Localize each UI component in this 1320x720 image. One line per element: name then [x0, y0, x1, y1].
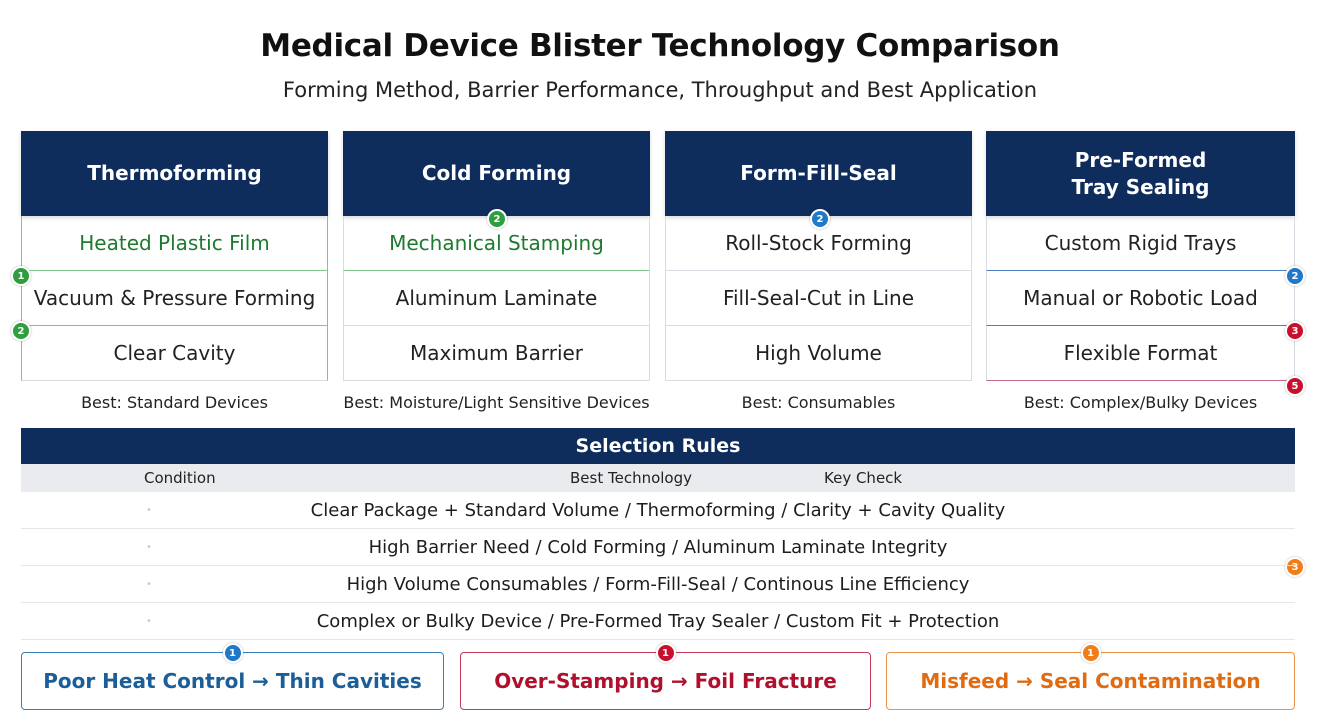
rule-row: • High Barrier Need / Cold Forming / Alu…: [21, 529, 1295, 566]
pitfall-heat-control: 1 Poor Heat Control → Thin Cavities: [21, 643, 444, 710]
column-header-line: Pre-Formed: [1074, 147, 1207, 172]
column-best-use: Best: Moisture/Light Sensitive Devices: [343, 392, 650, 412]
column-form-fill-seal: Form-Fill-Seal Roll-Stock Forming Fill-S…: [665, 131, 972, 423]
header-technology: Best Technology: [570, 469, 693, 487]
column-header: Pre-Formed Tray Sealing: [986, 131, 1295, 216]
column-best-use: Best: Complex/Bulky Devices: [1023, 392, 1258, 412]
rule-text: High Barrier Need / Cold Forming / Alumi…: [368, 536, 948, 558]
column-cold-forming: Cold Forming Mechanical Stamping Aluminu…: [343, 131, 650, 423]
rule-text: Clear Package + Standard Volume / Thermo…: [310, 499, 1006, 521]
page-subtitle: Forming Method, Barrier Performance, Thr…: [282, 78, 1038, 102]
marker-badge: 5: [1285, 376, 1305, 396]
column-header: Thermoforming: [21, 131, 328, 216]
column-cell: Custom Rigid Trays: [986, 216, 1295, 271]
rule-row: • Clear Package + Standard Volume / Ther…: [21, 492, 1295, 529]
ghost-mark: •: [146, 615, 152, 627]
column-header: Cold Forming: [343, 131, 650, 216]
marker-badge: 1: [11, 266, 31, 286]
ghost-mark: •: [146, 578, 152, 590]
marker-badge: 2: [810, 209, 830, 229]
marker-badge: 1: [1080, 643, 1101, 663]
rule-row: • Complex or Bulky Device / Pre-Formed T…: [21, 603, 1295, 640]
column-cell: Manual or Robotic Load: [986, 271, 1295, 326]
column-cell: Flexible Format: [986, 326, 1295, 381]
ghost-mark: •: [146, 541, 152, 553]
column-header: Form-Fill-Seal: [665, 131, 972, 216]
column-header-line: Tray Sealing: [1071, 174, 1210, 199]
pitfall-text: Poor Heat Control → Thin Cavities: [43, 669, 422, 693]
marker-badge: 2: [11, 321, 31, 341]
column-pre-formed-tray-sealing: Pre-Formed Tray Sealing Custom Rigid Tra…: [986, 131, 1295, 423]
marker-badge: 2: [487, 209, 507, 229]
marker-badge: 1: [222, 643, 243, 663]
column-cell: Roll-Stock Forming: [665, 216, 972, 271]
column-cell: Fill-Seal-Cut in Line: [665, 271, 972, 326]
column-cell: Heated Plastic Film: [21, 216, 328, 271]
pitfall-misfeed: 1 Misfeed → Seal Contamination: [886, 643, 1295, 710]
column-cell: Clear Cavity: [21, 326, 328, 381]
rule-text: High Volume Consumables / Form-Fill-Seal…: [346, 573, 970, 595]
column-cell: Aluminum Laminate: [343, 271, 650, 326]
rule-text: Complex or Bulky Device / Pre-Formed Tra…: [316, 610, 1000, 632]
page-title: Medical Device Blister Technology Compar…: [260, 28, 1060, 64]
selection-rules-header: Condition Best Technology Key Check: [21, 464, 1295, 492]
pitfall-text: Over-Stamping → Foil Fracture: [494, 669, 837, 693]
pitfall-over-stamping: 1 Over-Stamping → Foil Fracture: [460, 643, 871, 710]
column-thermoforming: Thermoforming Heated Plastic Film Vacuum…: [21, 131, 328, 423]
pitfall-text: Misfeed → Seal Contamination: [920, 669, 1261, 693]
column-cell: Mechanical Stamping: [343, 216, 650, 271]
selection-rules-title: Selection Rules: [21, 428, 1295, 464]
marker-badge: 3: [1285, 321, 1305, 341]
marker-badge: 3: [1285, 557, 1305, 577]
rule-row: • High Volume Consumables / Form-Fill-Se…: [21, 566, 1295, 603]
column-best-use: Best: Consumables: [741, 392, 896, 412]
column-best-use: Best: Standard Devices: [81, 392, 268, 412]
ghost-mark: •: [146, 504, 152, 516]
header-key-check: Key Check: [824, 469, 903, 487]
column-cell: Vacuum & Pressure Forming: [21, 271, 328, 326]
header-condition: Condition: [144, 469, 216, 487]
column-cell: Maximum Barrier: [343, 326, 650, 381]
marker-badge: 1: [655, 643, 676, 663]
column-cell: High Volume: [665, 326, 972, 381]
marker-badge: 2: [1285, 266, 1305, 286]
